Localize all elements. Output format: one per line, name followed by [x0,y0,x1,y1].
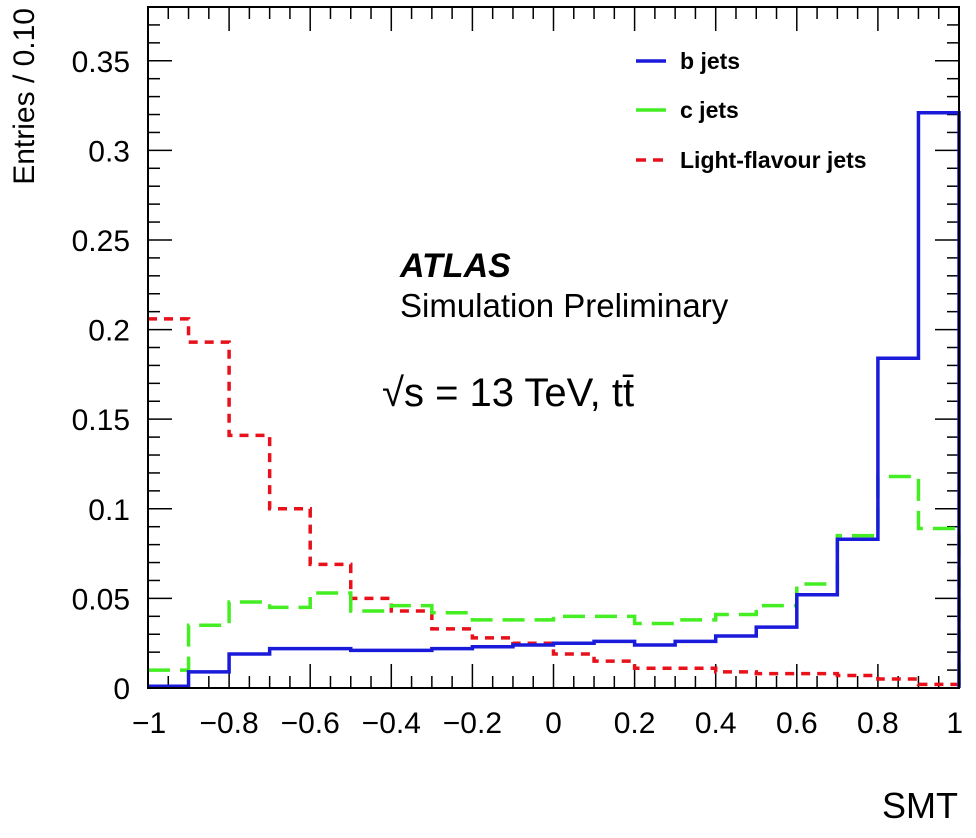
legend-label: Light-flavour jets [680,147,867,173]
y-tick-label: 0.1 [88,494,130,527]
x-tick-label: −1 [132,707,166,740]
y-tick-label: 0.15 [72,404,130,437]
y-tick-label: 0.2 [88,315,130,348]
legend: b jets c jets Light-flavour jets [636,48,867,173]
series-line-light-flavour-jets [148,317,961,688]
atlas-label: ATLAS [399,247,511,285]
energy-label: √s = 13 TeV, tt̄ [382,371,634,415]
y-tick-label: 0 [113,673,130,706]
x-tick-label: −0.2 [443,707,502,740]
y-tick-label: 0.35 [72,46,130,79]
x-tick-label: 0.2 [614,707,656,740]
x-tick-label: 0.8 [857,707,899,740]
x-tick-label: −0.6 [281,707,340,740]
legend-label: c jets [680,97,739,123]
y-tick-label: 0.3 [88,135,130,168]
x-tick-labels: −1 −0.8 −0.6 −0.4 −0.2 0 0.2 0.4 0.6 0.8 1 [132,707,963,740]
x-tick-label: 0.4 [695,707,737,740]
axis-ticks [147,6,960,689]
y-tick-label: 0.25 [72,225,130,258]
legend-label: b jets [680,48,740,74]
y-tick-labels: 0 0.05 0.1 0.15 0.2 0.25 0.3 0.35 [72,46,130,706]
plot-frame [147,6,960,689]
y-tick-label: 0.05 [72,583,130,616]
x-tick-label: 0 [545,707,562,740]
x-tick-label: −0.8 [199,707,258,740]
y-axis-title: Entries / 0.10 [8,8,41,185]
series-line-b-jets [148,110,961,688]
simulation-status-label: Simulation Preliminary [400,287,729,324]
x-axis-title: SMT [882,785,958,826]
x-tick-label: −0.4 [362,707,421,740]
x-tick-label: 1 [946,707,963,740]
x-tick-label: 0.6 [776,707,818,740]
series-layer [148,110,961,688]
